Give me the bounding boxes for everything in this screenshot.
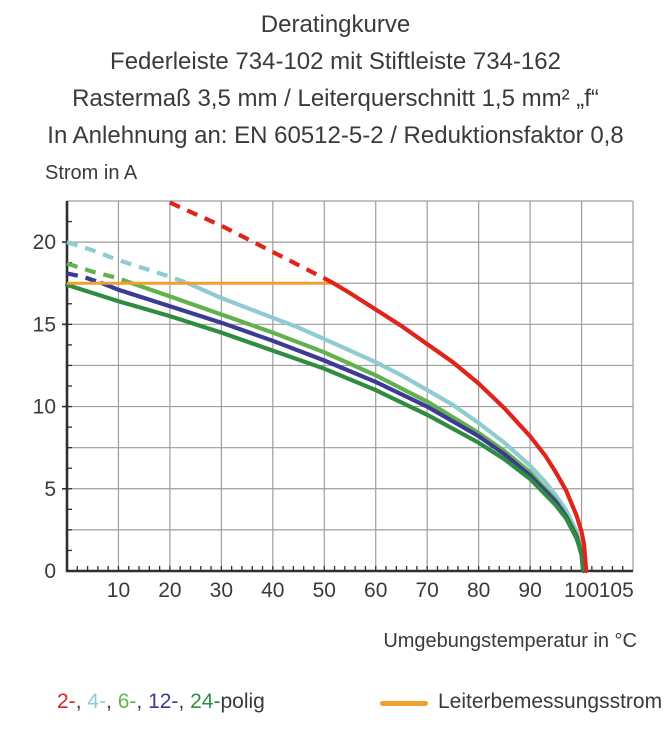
x-tick-label: 40 — [261, 579, 284, 602]
y-tick-label: 15 — [33, 313, 56, 336]
series-24-polig — [64, 282, 586, 574]
axes — [65, 201, 633, 573]
legend-pole-label: 12- — [148, 690, 179, 713]
rated-current-line-swatch — [380, 700, 428, 706]
x-tick-label: 100 — [564, 579, 599, 602]
legend-pole-label: 4- — [87, 690, 107, 713]
axis-ticks — [62, 220, 624, 571]
title-block: Deratingkurve Federleiste 734-102 mit St… — [0, 6, 671, 154]
y-axis-title: Strom in A — [45, 162, 138, 184]
x-tick-label: 50 — [313, 579, 336, 602]
x-tick-label: 30 — [210, 579, 233, 602]
legend-pole-label: 2- — [57, 690, 76, 713]
x-tick-label: 90 — [518, 579, 541, 602]
x-tick-label: 10 — [107, 579, 130, 602]
x-tick-label: 105 — [599, 579, 634, 602]
title-line-1: Deratingkurve — [260, 11, 411, 38]
y-tick-labels: 0 5 10 15 20 — [33, 231, 56, 583]
x-tick-label: 70 — [416, 579, 439, 602]
legend-pole-label: , — [106, 690, 118, 713]
x-tick-label: 80 — [467, 579, 490, 602]
x-axis-title: Umgebungstemperatur in °C — [383, 630, 637, 652]
x-tick-label: 60 — [364, 579, 387, 602]
y-tick-label: 10 — [33, 396, 56, 419]
title-line-2: Federleiste 734-102 mit Stiftleiste 734-… — [110, 48, 561, 75]
series-4-polig — [66, 240, 586, 574]
gridlines — [67, 200, 634, 571]
y-tick-label: 0 — [44, 560, 56, 583]
series-2-polig — [169, 200, 589, 574]
y-tick-label: 5 — [44, 478, 56, 501]
title-line-3: Rastermaß 3,5 mm / Leiterquerschnitt 1,5… — [72, 85, 599, 112]
rated-current-label: Leiterbemessungsstrom — [438, 690, 663, 713]
title-line-4: In Anlehnung an: EN 60512-5-2 / Reduktio… — [47, 122, 624, 149]
legend-pole-label: 6- — [117, 690, 137, 713]
legend-pole-label: , — [136, 690, 149, 713]
legend-pole-label: 24- — [190, 690, 221, 713]
legend-pole-label: , — [178, 690, 191, 713]
legend-poles: 2-, 4-, 6-, 12-, 24-polig — [57, 690, 265, 714]
legend-pole-label: , — [75, 690, 88, 713]
derating-chart: 10 20 30 40 50 60 70 80 90 100 105 0 5 10 15 20 — [33, 200, 634, 602]
legend-pole-label: polig — [220, 690, 265, 713]
legend-rated-current: Leiterbemessungsstrom — [380, 690, 662, 714]
y-tick-label: 20 — [33, 231, 56, 254]
x-tick-labels: 10 20 30 40 50 60 70 80 90 100 105 — [107, 579, 634, 602]
x-tick-label: 20 — [158, 579, 181, 602]
series-12-polig — [66, 271, 586, 574]
